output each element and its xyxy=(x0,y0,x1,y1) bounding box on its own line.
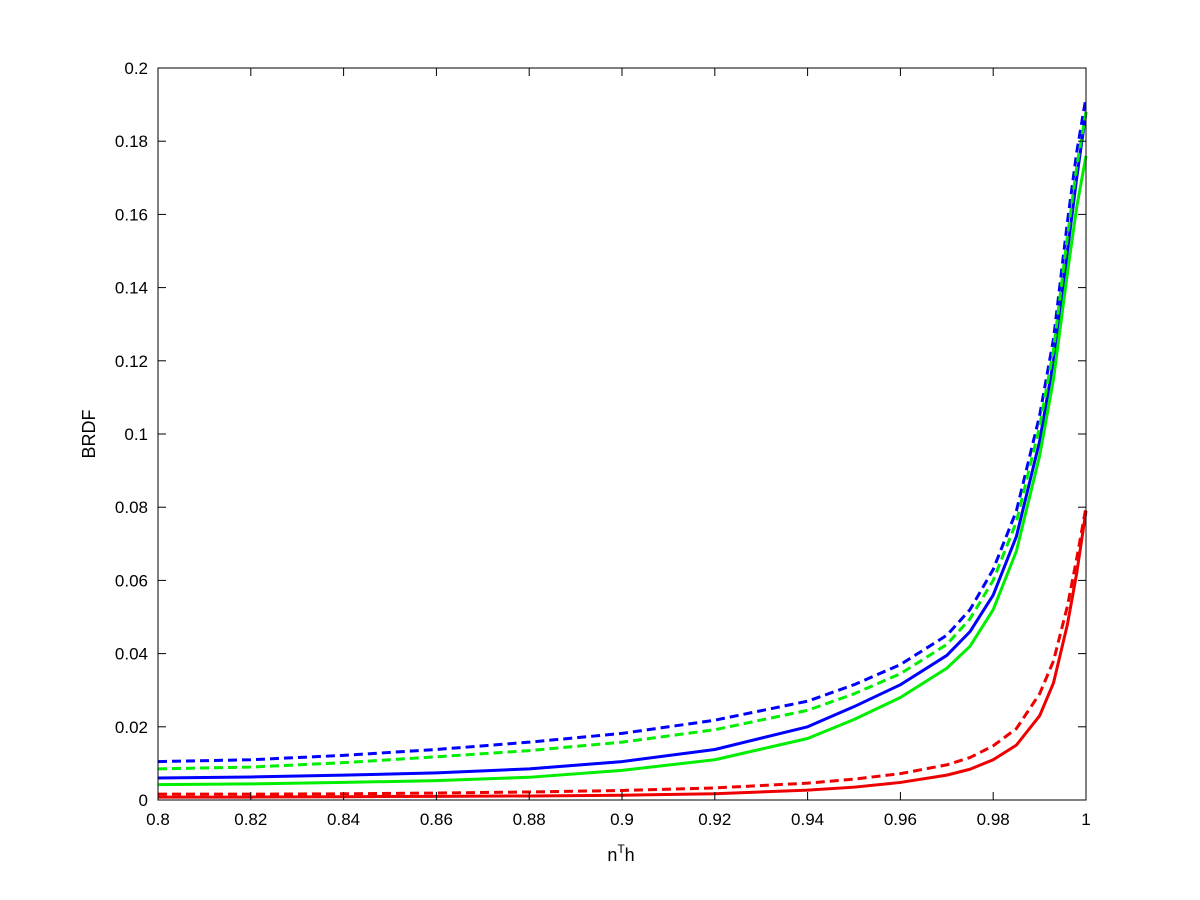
y-tick-label: 0.16 xyxy=(115,205,148,224)
series-line-4-dashed xyxy=(157,111,1088,771)
y-tick-label: 0.12 xyxy=(115,352,148,371)
y-tick-label: 0.1 xyxy=(124,425,148,444)
x-tick-labels: 0.8 0.82 0.84 0.86 0.88 0.9 0.92 0.94 0.96 0.98 1 xyxy=(146,810,1091,829)
x-tick-label: 0.9 xyxy=(610,810,634,829)
y-tick-label: 0 xyxy=(139,791,148,810)
series-line-3-solid xyxy=(157,155,1088,787)
x-tick-label: 0.96 xyxy=(884,810,917,829)
x-axis-label-superscript: T xyxy=(617,842,625,856)
y-axis-label: BRDF xyxy=(79,409,99,458)
y-tick-label: 0.04 xyxy=(115,645,148,664)
y-tick-label: 0.18 xyxy=(115,132,148,151)
x-axis-label-suffix: h xyxy=(625,845,635,865)
y-tick-label: 0.2 xyxy=(124,59,148,78)
y-tick-labels: 0 0.02 0.04 0.06 0.08 0.1 0.12 0.14 0.16 0.18 0.2 xyxy=(115,59,148,810)
y-tick-label: 0.08 xyxy=(115,498,148,517)
x-axis-label: nTh xyxy=(607,842,634,865)
x-axis-label-base: n xyxy=(607,845,617,865)
ticks-layer xyxy=(157,67,1087,801)
x-tick-label: 0.82 xyxy=(234,810,267,829)
series-line-1-solid xyxy=(157,111,1088,780)
y-tick-label: 0.14 xyxy=(115,279,148,298)
y-tick-label: 0.06 xyxy=(115,571,148,590)
x-tick-label: 0.98 xyxy=(977,810,1010,829)
x-tick-label: 0.8 xyxy=(146,810,170,829)
x-tick-label: 0.84 xyxy=(327,810,360,829)
x-tick-label: 0.92 xyxy=(698,810,731,829)
x-tick-label: 0.94 xyxy=(791,810,824,829)
series-line-6-dashed xyxy=(158,506,1088,796)
x-tick-label: 0.86 xyxy=(420,810,453,829)
x-tick-label: 1 xyxy=(1081,810,1090,829)
series-layer xyxy=(157,97,1088,799)
y-tick-label: 0.02 xyxy=(115,718,148,737)
x-tick-label: 0.88 xyxy=(513,810,546,829)
